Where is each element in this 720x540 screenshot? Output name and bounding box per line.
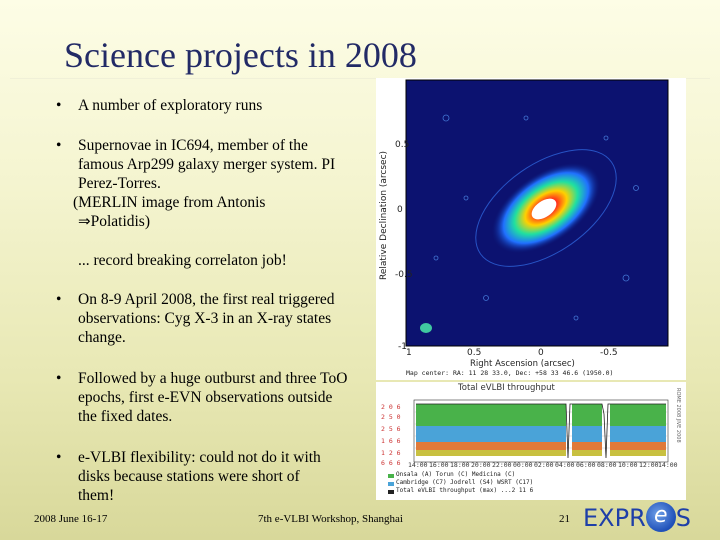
throughput-ytick: 6 6 6 xyxy=(381,459,401,467)
map-center-text: Map center: RA: 11 28 33.0, Dec: +58 33 … xyxy=(406,369,614,377)
throughput-side-note: ROME 2008 JIVE 2008 xyxy=(675,388,681,443)
map-frame xyxy=(405,79,669,347)
throughput-xtick: 20:00 xyxy=(471,461,491,469)
map-ytick: -1 xyxy=(398,342,407,352)
throughput-ytick: 2 5 0 xyxy=(381,413,401,421)
bullet-text: Supernovae in IC694, member of the famou… xyxy=(78,137,336,192)
map-ytick: -0.5 xyxy=(395,270,413,280)
throughput-ytick: 2 5 6 xyxy=(381,425,401,433)
merlin-map-svg xyxy=(405,79,669,347)
throughput-legend-row: Onsala (A) Torun (C) Medicina (C) xyxy=(396,471,516,478)
throughput-xtick: 16:00 xyxy=(429,461,449,469)
map-xlabel: Right Ascension (arcsec) xyxy=(470,359,575,369)
legend-swatch xyxy=(388,474,394,478)
throughput-ytick: 2 0 6 xyxy=(381,403,401,411)
map-source-core xyxy=(531,198,557,220)
legend-swatch xyxy=(388,482,394,486)
page-number: 21 xyxy=(559,513,570,525)
throughput-xtick: 22:00 xyxy=(492,461,512,469)
bullet-marker: • xyxy=(56,137,62,154)
throughput-ytick: 1 6 6 xyxy=(381,437,401,445)
map-ytick: 0 xyxy=(397,205,403,215)
merlin-line-2: ⇒Polatidis) xyxy=(78,212,150,231)
throughput-xtick: 10:00 xyxy=(618,461,638,469)
bullet-text: Followed by a huge outburst and three To… xyxy=(78,370,348,425)
throughput-xtick: 04:00 xyxy=(555,461,575,469)
throughput-xtick: 14:00 xyxy=(408,461,428,469)
merlin-line-2-text: Polatidis) xyxy=(90,213,150,230)
throughput-title: Total eVLBI throughput xyxy=(458,383,555,393)
throughput-band-2 xyxy=(416,426,666,442)
merlin-line: (MERLIN image from Antonis xyxy=(73,194,266,211)
logo-e-globe-icon: e xyxy=(645,502,676,532)
bullet-marker: • xyxy=(56,291,62,308)
map-xtick: 1 xyxy=(406,348,412,358)
slide-title: Science projects in 2008 xyxy=(64,35,417,75)
throughput-legend-row: Cambridge (C7) Jodrell (S4) WSRT (C17) xyxy=(396,479,534,486)
footer-event: 7th e-VLBI Workshop, Shanghai xyxy=(258,513,403,525)
throughput-xtick: 08:00 xyxy=(597,461,617,469)
throughput-total-line xyxy=(416,403,666,459)
map-contour-outer xyxy=(475,149,617,267)
merlin-map-figure xyxy=(376,78,686,380)
bullet-marker: • xyxy=(56,449,62,466)
throughput-band-4 xyxy=(416,450,666,456)
throughput-band-1 xyxy=(416,404,666,426)
map-noise xyxy=(433,114,639,321)
throughput-xtick: 06:00 xyxy=(576,461,596,469)
map-ylabel: Relative Declination (arcsec) xyxy=(379,150,389,280)
throughput-figure xyxy=(376,382,686,500)
map-ytick: 0.5 xyxy=(395,140,410,150)
throughput-legend-row: Total eVLBI throughput (max) ...2 11 6 xyxy=(396,487,534,494)
throughput-xtick: 00:00 xyxy=(513,461,533,469)
bullet-text: e-VLBI flexibility: could not do it with… xyxy=(78,449,321,504)
record-line: ... record breaking correlaton job! xyxy=(78,252,287,269)
bullet-text: A number of exploratory runs xyxy=(78,97,263,114)
throughput-band-3 xyxy=(416,442,666,450)
bullet-marker: • xyxy=(56,370,62,387)
bullet-marker: • xyxy=(56,97,62,114)
throughput-xtick: 14:00 xyxy=(658,461,678,469)
footer-date: 2008 June 16-17 xyxy=(34,513,108,525)
legend-swatch xyxy=(388,490,394,494)
title-divider xyxy=(10,78,710,79)
expres-logo: EXPR e S xyxy=(583,502,691,532)
bullet-text: On 8-9 April 2008, the first real trigge… xyxy=(78,291,335,346)
beam-ellipse xyxy=(420,323,432,333)
throughput-ytick: 1 2 6 xyxy=(381,449,401,457)
logo-text-left: EXPR xyxy=(583,504,646,532)
throughput-svg xyxy=(388,399,669,494)
throughput-xtick: 02:00 xyxy=(534,461,554,469)
map-xtick: -0.5 xyxy=(600,348,618,358)
logo-text-right: S xyxy=(675,504,691,532)
throughput-xtick: 18:00 xyxy=(450,461,470,469)
throughput-xtick: 12:00 xyxy=(639,461,659,469)
map-xtick: 0 xyxy=(538,348,544,358)
implies-arrow-icon: ⇒ xyxy=(78,212,91,230)
map-xtick: 0.5 xyxy=(467,348,482,358)
